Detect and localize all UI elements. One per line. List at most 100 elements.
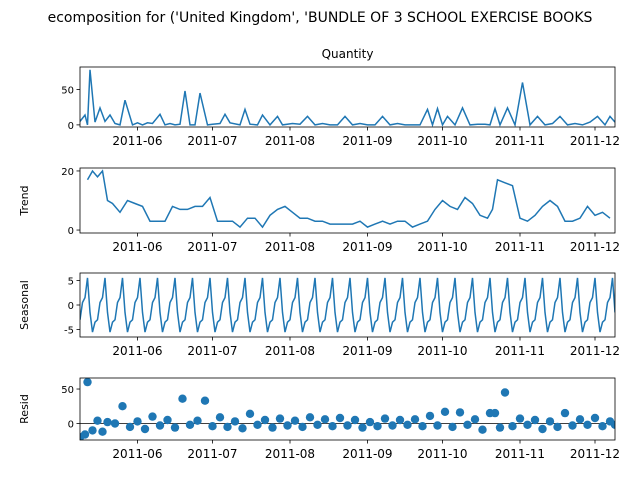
axes-frame	[79, 272, 616, 338]
resid-point	[245, 409, 255, 418]
x-tick-label: 2011-06	[112, 240, 162, 254]
x-tick-label: 2011-12	[570, 240, 620, 254]
resid-point	[163, 415, 172, 425]
x-tick-label: 2011-11	[495, 447, 545, 461]
resid-point	[560, 408, 570, 418]
x-tick-label: 2011-09	[342, 134, 392, 148]
plot-area	[80, 378, 615, 440]
y-tick-label: 0	[68, 301, 74, 312]
y-tick-label: 50	[61, 385, 74, 396]
resid-point	[155, 421, 165, 430]
resid-point	[193, 416, 202, 425]
x-tick-label: 2011-11	[495, 344, 545, 358]
panel-title: Quantity	[322, 47, 374, 61]
resid-point	[140, 424, 150, 434]
resid-point	[410, 415, 420, 424]
x-tick-label: 2011-10	[417, 240, 467, 254]
y-tick-label: 0	[68, 419, 74, 430]
panel-2: Trend 0 20 2011-06 2011-07 2011-08 2011-09 2011…	[18, 167, 620, 254]
resid-point	[358, 423, 367, 432]
y-tick-label: -5	[64, 326, 74, 337]
x-tick-label: 2011-12	[570, 447, 620, 461]
x-tick-label: 2011-10	[417, 344, 467, 358]
resid-point	[478, 425, 487, 434]
resid-point	[490, 408, 500, 418]
axes-frame	[79, 167, 616, 234]
x-tick-label: 2011-08	[265, 134, 315, 148]
y-tick-label: 50	[61, 86, 74, 97]
resid-point	[530, 415, 540, 425]
resid-point	[253, 420, 262, 429]
resid-point	[328, 422, 337, 431]
y-tick-label: 0	[68, 226, 74, 237]
resid-point	[495, 423, 505, 432]
resid-point	[403, 420, 412, 429]
resid-point	[305, 413, 315, 422]
resid-point	[320, 415, 330, 424]
y-tick-label: 0	[68, 121, 74, 132]
resid-point	[553, 422, 562, 432]
resid-point	[388, 421, 397, 430]
x-tick-label: 2011-07	[187, 344, 237, 358]
resid-point	[418, 422, 427, 431]
resid-point	[298, 422, 307, 432]
axes-frame	[79, 66, 616, 128]
resid-point	[185, 420, 195, 429]
x-tick-label: 2011-06	[112, 134, 162, 148]
resid-point	[125, 422, 135, 432]
x-tick-label: 2011-07	[187, 134, 237, 148]
resid-point	[238, 424, 247, 433]
resid-point	[463, 420, 472, 429]
series-line	[86, 169, 611, 229]
y-axis-label: Seasonal	[18, 280, 31, 330]
plot-area	[86, 169, 611, 229]
y-tick-label: 20	[61, 167, 74, 178]
panel-1: Quantity 0 50 2011-06 2011-07 2011-08 2011-09 2…	[61, 47, 620, 148]
x-tick-label: 2011-11	[495, 134, 545, 148]
resid-point	[515, 414, 525, 423]
resid-point	[133, 417, 142, 426]
x-tick-label: 2011-12	[570, 134, 620, 148]
resid-point	[275, 414, 285, 423]
resid-point	[448, 422, 457, 432]
resid-point	[590, 413, 600, 423]
resid-point	[538, 424, 547, 434]
resid-point	[93, 416, 102, 425]
resid-point	[118, 402, 127, 411]
resid-point	[335, 413, 345, 423]
resid-point	[208, 422, 217, 431]
resid-point	[200, 396, 210, 405]
resid-point	[83, 378, 92, 387]
resid-point	[223, 422, 232, 432]
resid-point	[283, 421, 292, 430]
x-tick-label: 2011-10	[417, 134, 467, 148]
resid-point	[470, 415, 480, 424]
panel-4: Resid 0 50 2011-06 2011-07 2011-08 2011-09 2011…	[18, 377, 620, 461]
resid-point	[170, 423, 180, 432]
resid-point	[268, 423, 277, 432]
resid-point	[508, 422, 517, 431]
figure-suptitle: ecomposition for ('United Kingdom', 'BUN…	[48, 10, 593, 26]
x-tick-label: 2011-12	[570, 344, 620, 358]
y-tick-label: 5	[68, 276, 74, 287]
x-tick-label: 2011-08	[265, 447, 315, 461]
resid-point	[148, 412, 157, 421]
resid-point	[260, 415, 270, 425]
x-tick-label: 2011-07	[187, 447, 237, 461]
x-tick-label: 2011-10	[417, 447, 467, 461]
resid-point	[373, 422, 382, 431]
resid-point	[425, 411, 435, 421]
resid-point	[98, 427, 107, 436]
resid-point	[610, 420, 615, 429]
resid-point	[178, 394, 187, 403]
resid-point	[575, 415, 585, 424]
x-tick-label: 2011-08	[265, 240, 315, 254]
resid-point	[523, 420, 532, 429]
resid-point	[88, 426, 97, 435]
x-tick-label: 2011-06	[112, 344, 162, 358]
plot-area	[80, 277, 615, 333]
axes-frame	[79, 377, 616, 441]
resid-point	[215, 413, 225, 422]
